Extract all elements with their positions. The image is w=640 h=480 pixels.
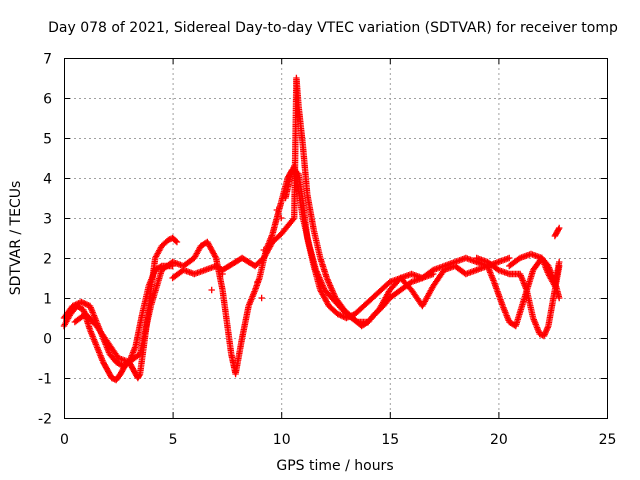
data-point [338, 312, 346, 320]
data-point [82, 300, 89, 308]
grid [64, 58, 607, 418]
plot-frame [64, 58, 608, 419]
data-point [278, 214, 285, 222]
x-tick-label: 25 [599, 432, 617, 448]
data-point [69, 302, 76, 310]
data-point [165, 236, 172, 244]
data-point [267, 238, 274, 246]
data-point [79, 299, 87, 306]
data-point [289, 216, 297, 223]
x-tick-label: 15 [381, 432, 399, 448]
y-axis-ticks: -2 -1 0 1 2 3 4 5 6 7 [38, 52, 607, 428]
data-point [335, 311, 343, 318]
data-point [556, 258, 563, 266]
data-point [172, 237, 180, 245]
data-point [273, 206, 281, 214]
data-point [212, 253, 219, 260]
y-tick-label: 6 [43, 92, 52, 108]
data-point [556, 294, 563, 302]
data-point [108, 374, 115, 382]
x-tick-label: 10 [273, 432, 291, 448]
y-tick-label: 4 [43, 172, 52, 188]
data-point [352, 317, 360, 325]
data-point [555, 226, 562, 233]
x-tick-label: 5 [169, 432, 178, 448]
y-tick-label: -2 [38, 412, 52, 428]
data-point [70, 302, 78, 309]
data-point [73, 300, 81, 308]
data-point [208, 286, 215, 294]
data-point [219, 270, 226, 278]
y-tick-label: 0 [43, 332, 52, 348]
y-tick-label: 5 [43, 132, 52, 148]
data-point [72, 301, 79, 308]
data-point [556, 224, 563, 232]
y-tick-label: 1 [43, 292, 52, 308]
y-tick-label: 2 [43, 252, 52, 268]
data-point [337, 312, 344, 319]
x-tick-label: 0 [60, 432, 69, 448]
data-point [81, 300, 88, 307]
data-point [75, 300, 82, 307]
data-point [260, 246, 268, 254]
data-point [334, 310, 341, 318]
data-point [506, 254, 513, 262]
x-tick-label: 20 [490, 432, 508, 448]
y-tick-label: 3 [43, 212, 52, 228]
y-axis-label: SDTVAR / TECUs [8, 181, 24, 296]
data-point [258, 294, 265, 302]
y-tick-label: -1 [38, 372, 52, 388]
chart-title: Day 078 of 2021, Sidereal Day-to-day VTE… [48, 20, 618, 36]
x-axis-ticks: 0 5 10 15 20 25 [60, 58, 616, 448]
x-axis-label: GPS time / hours [276, 458, 393, 474]
data-point [173, 238, 181, 246]
y-tick-label: 7 [43, 52, 52, 68]
data-point [78, 298, 85, 306]
data-points [60, 74, 563, 384]
data-point [254, 278, 261, 286]
data-point [83, 301, 91, 308]
data-point [136, 372, 143, 379]
